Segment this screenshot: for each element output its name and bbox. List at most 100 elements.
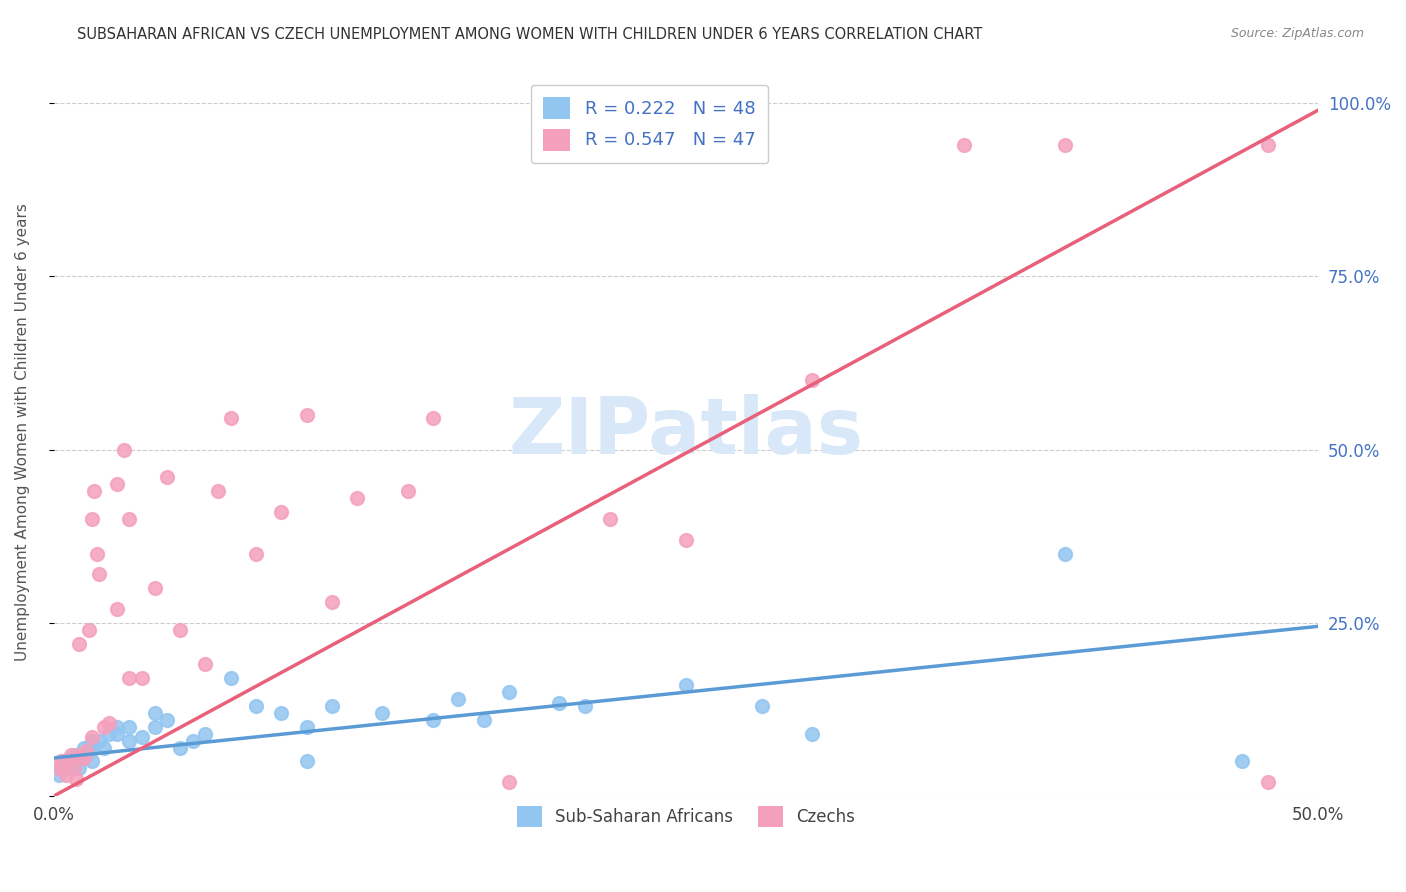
- Point: [295, 408, 318, 422]
- Point: [93, 740, 115, 755]
- Point: [574, 698, 596, 713]
- Point: [675, 533, 697, 547]
- Point: [118, 512, 141, 526]
- Point: [55, 768, 77, 782]
- Point: [422, 411, 444, 425]
- Point: [143, 581, 166, 595]
- Point: [80, 733, 103, 747]
- Point: [143, 706, 166, 720]
- Point: [472, 713, 495, 727]
- Point: [55, 761, 77, 775]
- Point: [599, 512, 621, 526]
- Point: [67, 761, 90, 775]
- Text: Source: ZipAtlas.com: Source: ZipAtlas.com: [1230, 27, 1364, 40]
- Point: [801, 727, 824, 741]
- Point: [105, 602, 128, 616]
- Point: [675, 678, 697, 692]
- Point: [548, 696, 571, 710]
- Point: [422, 713, 444, 727]
- Point: [60, 747, 83, 762]
- Point: [52, 761, 75, 775]
- Point: [76, 744, 98, 758]
- Point: [89, 733, 111, 747]
- Point: [67, 747, 90, 762]
- Point: [270, 505, 292, 519]
- Point: [207, 484, 229, 499]
- Point: [77, 623, 100, 637]
- Point: [295, 755, 318, 769]
- Point: [801, 373, 824, 387]
- Point: [498, 775, 520, 789]
- Point: [51, 755, 73, 769]
- Point: [65, 772, 87, 786]
- Point: [219, 411, 242, 425]
- Point: [143, 720, 166, 734]
- Point: [131, 671, 153, 685]
- Point: [156, 713, 179, 727]
- Point: [447, 692, 470, 706]
- Point: [73, 751, 96, 765]
- Point: [60, 761, 83, 775]
- Point: [1232, 755, 1254, 769]
- Text: ZIPatlas: ZIPatlas: [509, 394, 863, 470]
- Point: [219, 671, 242, 685]
- Point: [371, 706, 394, 720]
- Point: [80, 512, 103, 526]
- Y-axis label: Unemployment Among Women with Children Under 6 years: Unemployment Among Women with Children U…: [15, 203, 30, 661]
- Point: [80, 755, 103, 769]
- Point: [270, 706, 292, 720]
- Point: [63, 747, 86, 762]
- Point: [77, 740, 100, 755]
- Point: [194, 657, 217, 672]
- Point: [169, 623, 191, 637]
- Point: [58, 755, 80, 769]
- Point: [114, 442, 136, 457]
- Point: [105, 727, 128, 741]
- Point: [67, 637, 90, 651]
- Point: [498, 685, 520, 699]
- Point: [98, 727, 121, 741]
- Point: [89, 567, 111, 582]
- Point: [65, 755, 87, 769]
- Point: [58, 755, 80, 769]
- Point: [245, 547, 267, 561]
- Point: [48, 768, 70, 782]
- Point: [83, 484, 105, 499]
- Point: [156, 470, 179, 484]
- Point: [953, 137, 976, 152]
- Point: [51, 761, 73, 775]
- Point: [86, 547, 108, 561]
- Point: [118, 671, 141, 685]
- Point: [181, 733, 204, 747]
- Point: [76, 747, 98, 762]
- Point: [105, 477, 128, 491]
- Point: [73, 740, 96, 755]
- Point: [83, 740, 105, 755]
- Point: [52, 755, 75, 769]
- Point: [321, 698, 343, 713]
- Point: [295, 720, 318, 734]
- Point: [118, 733, 141, 747]
- Point: [63, 761, 86, 775]
- Point: [93, 720, 115, 734]
- Point: [67, 747, 90, 762]
- Point: [1054, 547, 1077, 561]
- Point: [396, 484, 419, 499]
- Point: [346, 491, 368, 505]
- Point: [245, 698, 267, 713]
- Text: SUBSAHARAN AFRICAN VS CZECH UNEMPLOYMENT AMONG WOMEN WITH CHILDREN UNDER 6 YEARS: SUBSAHARAN AFRICAN VS CZECH UNEMPLOYMENT…: [77, 27, 983, 42]
- Point: [48, 761, 70, 775]
- Point: [751, 698, 773, 713]
- Legend: Sub-Saharan Africans, Czechs: Sub-Saharan Africans, Czechs: [509, 798, 863, 835]
- Point: [169, 740, 191, 755]
- Point: [321, 595, 343, 609]
- Point: [131, 730, 153, 744]
- Point: [98, 716, 121, 731]
- Point: [1257, 775, 1279, 789]
- Point: [194, 727, 217, 741]
- Point: [80, 730, 103, 744]
- Point: [105, 720, 128, 734]
- Point: [118, 720, 141, 734]
- Point: [1054, 137, 1077, 152]
- Point: [1257, 137, 1279, 152]
